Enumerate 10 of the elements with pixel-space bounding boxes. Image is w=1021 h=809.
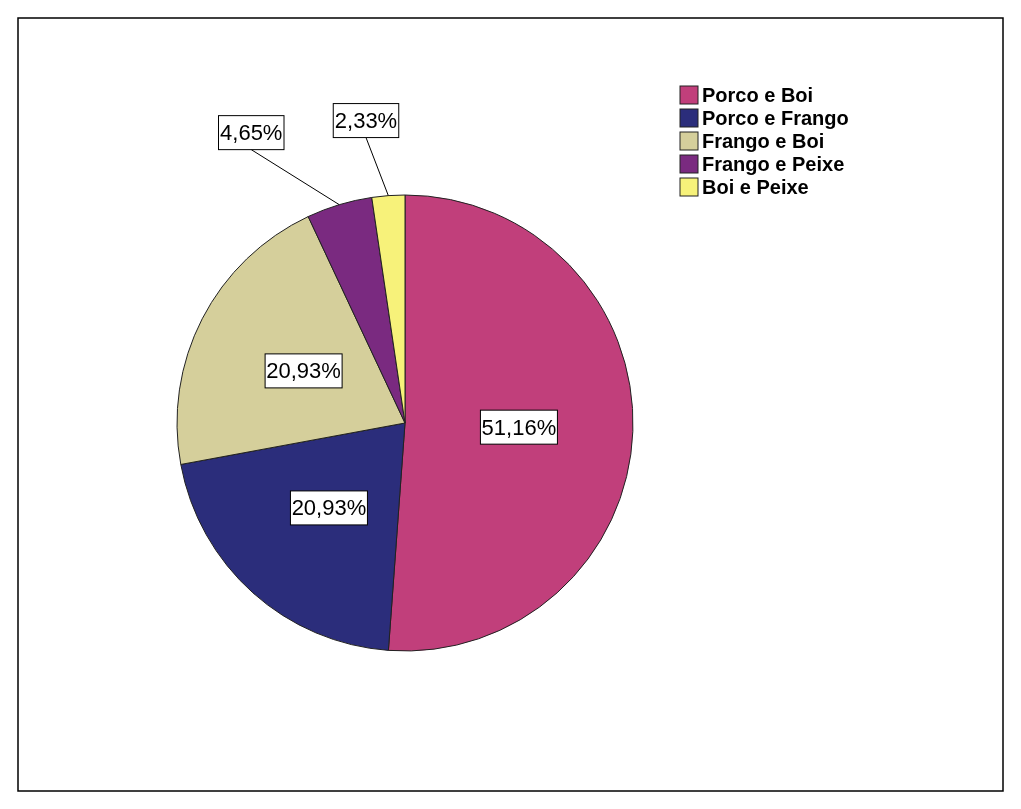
legend-label: Porco e Boi [702,84,814,106]
data-label: 2,33% [334,108,398,134]
legend-label: Frango e Peixe [702,153,845,175]
data-label: 4,65% [220,120,283,146]
legend-label: Boi e Peixe [702,176,809,198]
data-label: 20,93% [291,495,367,521]
data-label: 20,93% [266,358,341,384]
data-label: 51,16% [481,414,557,440]
legend-label: Porco e Frango [702,107,849,129]
legend-label: Frango e Boi [702,130,825,152]
